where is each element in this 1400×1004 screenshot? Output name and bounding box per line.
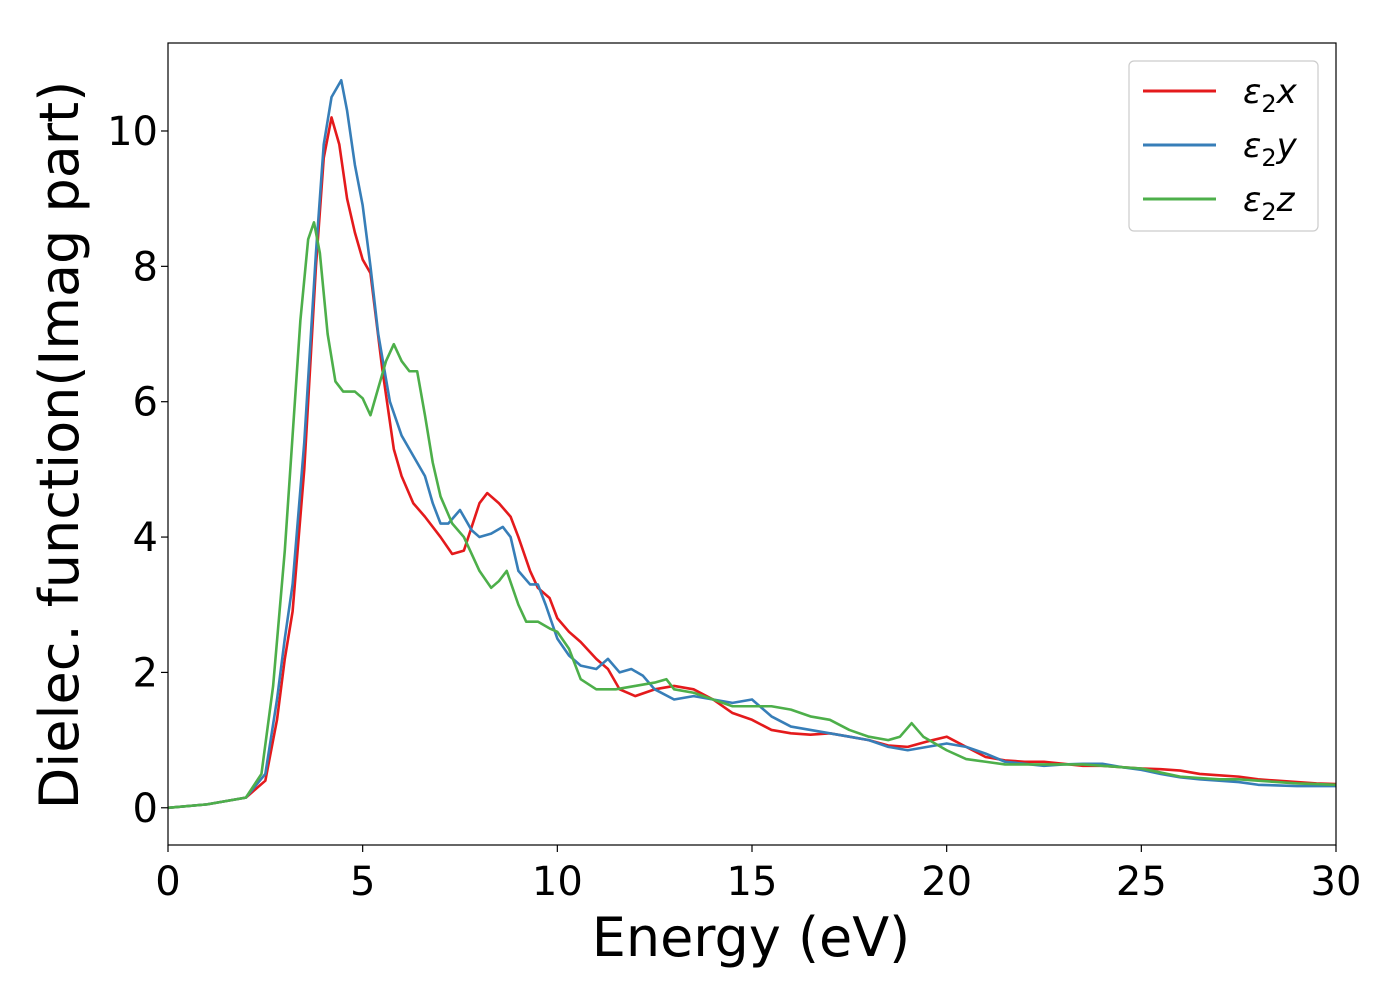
x-tick-label: 0 — [155, 859, 180, 905]
legend: ε2x ε2y ε2z — [1128, 60, 1319, 232]
y-tick-label: 4 — [133, 515, 158, 561]
y-tick-label: 0 — [133, 786, 158, 832]
x-tick-label: 5 — [350, 859, 375, 905]
legend-label-y: ε2y — [1243, 126, 1298, 172]
x-tick-label: 10 — [532, 859, 583, 905]
legend-label-x: ε2x — [1243, 72, 1298, 118]
legend-box — [1128, 60, 1319, 232]
y-axis-ticks: 0 2 4 6 8 10 — [107, 109, 168, 832]
x-tick-label: 15 — [727, 859, 778, 905]
series-layer — [168, 78, 1336, 810]
x-tick-label: 20 — [921, 859, 972, 905]
y-tick-label: 10 — [107, 109, 158, 155]
x-tick-label: 25 — [1116, 859, 1167, 905]
x-axis-label: Energy (eV) — [592, 906, 911, 969]
y-axis-label: Dielec. function(Imag part) — [28, 81, 91, 810]
legend-label-z: ε2z — [1243, 180, 1296, 226]
y-tick-label: 2 — [133, 650, 158, 696]
x-tick-label: 30 — [1311, 859, 1362, 905]
x-axis-ticks: 0 5 10 15 20 25 30 — [155, 845, 1361, 905]
series-line-z — [168, 221, 1336, 810]
y-tick-label: 6 — [133, 380, 158, 426]
y-tick-label: 8 — [133, 244, 158, 290]
